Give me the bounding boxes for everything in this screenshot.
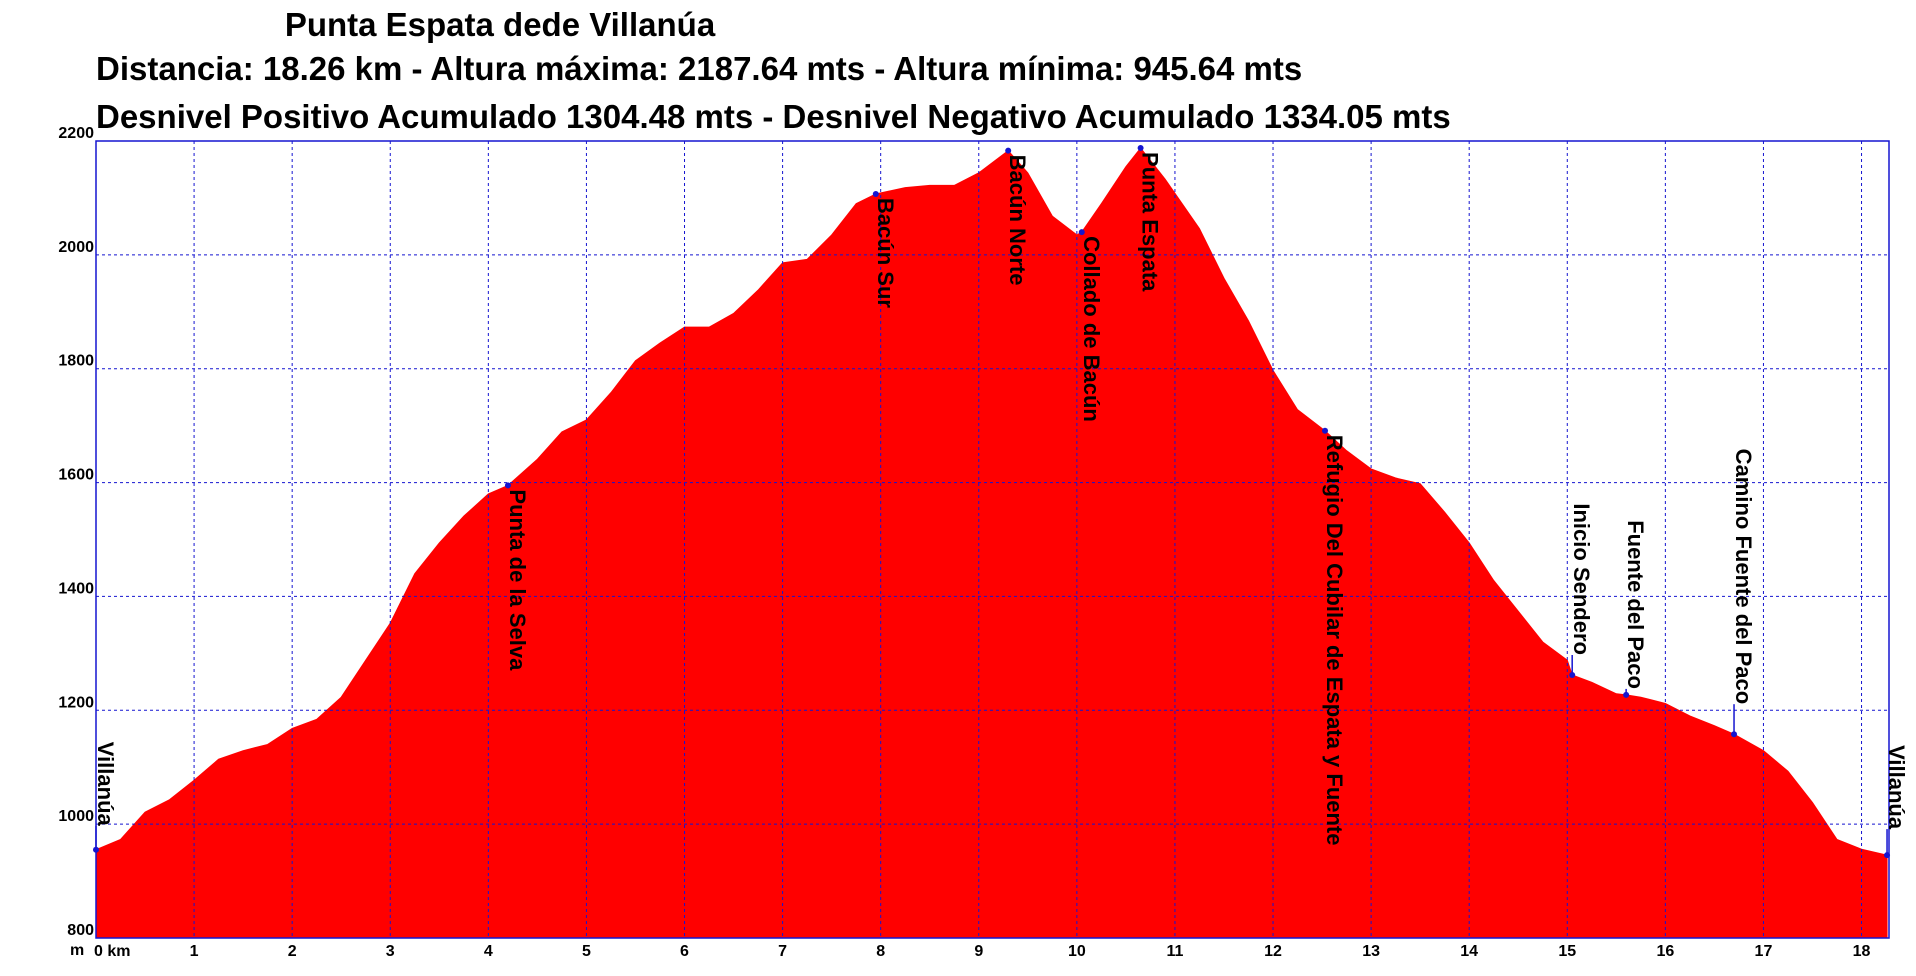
waypoint-label: Collado de Bacún (1079, 236, 1104, 422)
y-tick-label: 1400 (58, 580, 94, 597)
x-tick-label: 6 (680, 943, 689, 960)
y-tick-label: 800 (67, 922, 94, 939)
x-tick-label: 15 (1558, 943, 1576, 960)
waypoint: Punta Espata (1137, 145, 1163, 292)
waypoint-marker (1569, 671, 1576, 678)
x-tick-label: 17 (1755, 943, 1773, 960)
y-tick-label: 1000 (58, 808, 94, 825)
waypoint: Camino Fuente del Paco (1731, 449, 1756, 738)
waypoint-label: Punta de la Selva (505, 489, 530, 671)
waypoint-marker (1078, 229, 1085, 236)
waypoint: Bacún Sur (872, 190, 898, 308)
waypoint-marker (504, 482, 511, 489)
y-tick-label: 1600 (58, 467, 94, 484)
x-tick-label: 3 (386, 943, 395, 960)
waypoint-label: Punta Espata (1138, 152, 1163, 292)
chart-subtitle: Desnivel Positivo Acumulado 1304.48 mts … (96, 98, 1451, 135)
waypoint: Collado de Bacún (1078, 229, 1104, 422)
x-tick-label: 10 (1068, 943, 1086, 960)
x-tick-label: 11 (1166, 943, 1183, 960)
x-tick-label: 12 (1264, 943, 1282, 960)
waypoint-label: Camino Fuente del Paco (1731, 449, 1756, 705)
x-tick-label: 9 (974, 943, 983, 960)
y-tick-label: 1200 (58, 694, 94, 711)
chart-subtitle: Distancia: 18.26 km - Altura máxima: 218… (96, 50, 1302, 87)
waypoint: Bacún Norte (1005, 147, 1030, 286)
waypoint-label: Bacún Sur (873, 198, 898, 308)
x-tick-label: 14 (1460, 943, 1478, 960)
waypoint-marker (1005, 147, 1012, 154)
waypoint-marker (1322, 427, 1329, 434)
x-tick-label: 13 (1362, 943, 1380, 960)
waypoint: Refugio Del Cubilar de Espata y Fuente (1322, 427, 1347, 846)
waypoint: Inicio Sendero (1569, 503, 1594, 678)
waypoint: Punta de la Selva (504, 482, 530, 671)
waypoint-label: Villanúa (93, 742, 118, 827)
waypoint: Villanúa (1884, 745, 1909, 859)
x-tick-label: 8 (876, 943, 885, 960)
waypoint: Fuente del Paco (1623, 520, 1648, 698)
x-tick-label: 0 km (94, 943, 130, 960)
y-tick-label: 2000 (58, 239, 94, 256)
waypoint-marker (872, 190, 879, 197)
chart-title: Punta Espata dede Villanúa (285, 6, 716, 43)
x-tick-label: 4 (484, 943, 493, 960)
waypoint-label: Inicio Sendero (1569, 503, 1594, 655)
x-tick-label: 2 (288, 943, 297, 960)
waypoint: Villanúa (93, 742, 118, 853)
waypoint-label: Villanúa (1884, 745, 1909, 830)
waypoint-label: Bacún Norte (1005, 155, 1030, 286)
x-tick-label: 7 (778, 943, 787, 960)
waypoint-marker (93, 846, 99, 853)
waypoint-marker (1137, 145, 1144, 152)
y-tick-label: 1800 (58, 353, 94, 370)
plot-frame (95, 140, 1890, 939)
waypoint-marker (1884, 852, 1891, 859)
waypoint-label: Refugio Del Cubilar de Espata y Fuente (1322, 435, 1347, 846)
x-tick-label: 18 (1853, 943, 1871, 960)
x-tick-label: 16 (1656, 943, 1674, 960)
elevation-area (95, 147, 1888, 939)
x-tick-label: 5 (582, 943, 591, 960)
y-unit: m (70, 942, 84, 959)
waypoint-label: Fuente del Paco (1623, 520, 1648, 689)
x-tick-label: 1 (190, 943, 199, 960)
waypoint-marker (1623, 691, 1630, 698)
y-tick-label: 2200 (58, 125, 94, 142)
waypoint-marker (1731, 731, 1738, 738)
